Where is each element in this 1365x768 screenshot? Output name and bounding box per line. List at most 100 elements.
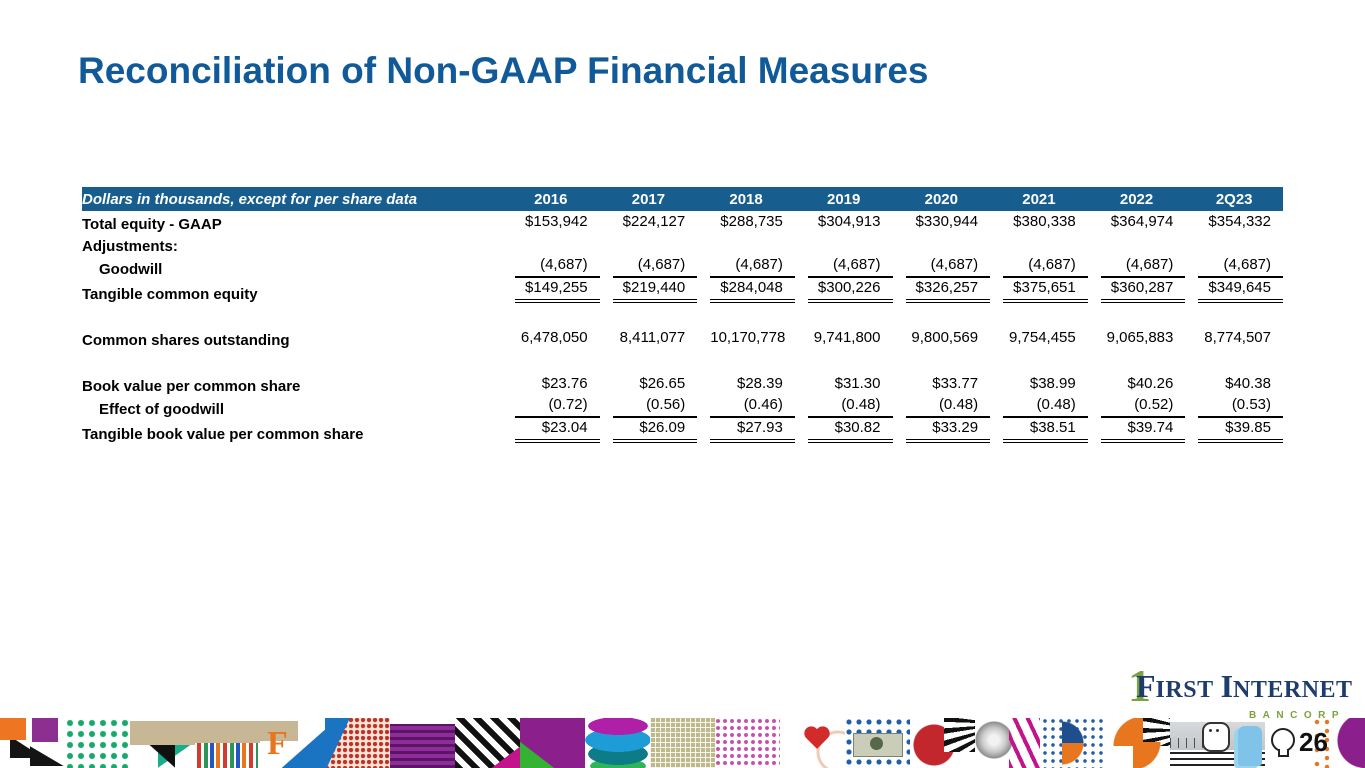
- table-cell: (0.48): [795, 395, 893, 418]
- dollar-bill-icon: [853, 733, 903, 757]
- hand-icon: [1238, 726, 1262, 766]
- table-row: Common shares outstanding 6,478,050 8,411…: [82, 327, 1283, 349]
- table-cell: $375,651: [990, 278, 1088, 303]
- table-cell: 9,741,800: [813, 329, 881, 346]
- row-label: Adjustments:: [82, 238, 178, 255]
- strip-art-triangles: [130, 718, 195, 768]
- logo-letters: NTERNET: [1233, 677, 1353, 703]
- table-row: Adjustments:: [82, 233, 1283, 255]
- table-cell: [1185, 233, 1283, 255]
- table-cell: $349,645: [1185, 278, 1283, 303]
- strip-art-grid: [650, 718, 715, 768]
- table-cell: $38.51: [990, 418, 1088, 443]
- table-body: Total equity - GAAP $153,942 $224,127 $288…: [82, 211, 1283, 443]
- table-cell: [893, 233, 991, 255]
- table-row: [82, 303, 1283, 327]
- table-cell: 8,774,507: [1204, 329, 1271, 346]
- strip-art-diagonals: [455, 718, 520, 768]
- strip-art-halftone: [325, 718, 390, 768]
- strip-art-ellipses: [585, 718, 650, 768]
- strip-art-train: [390, 718, 455, 768]
- table-cell: [1088, 233, 1186, 255]
- table-cell: 10,170,778: [710, 329, 786, 346]
- table-cell: $288,735: [720, 213, 783, 230]
- table-cell: (0.53): [1185, 395, 1283, 418]
- table-cell: 9,800,569: [911, 329, 979, 346]
- strip-art-dollar-tile: [845, 718, 910, 768]
- table-cell: 8,411,077: [619, 329, 686, 346]
- table-cell: (0.56): [600, 395, 698, 418]
- first-internet-bancorp-logo: 1FIRST INTERNET BANCORP: [1128, 660, 1352, 722]
- row-label: [82, 349, 502, 373]
- table-cell: (4,687): [893, 255, 991, 278]
- column-header-2017: 2017: [631, 190, 666, 208]
- lightbulb-icon: [1271, 728, 1295, 757]
- row-label: Effect of goodwill: [99, 401, 224, 418]
- table-cell: (4,687): [600, 255, 698, 278]
- table-cell: (0.72): [502, 395, 600, 418]
- table-cell: $149,255: [502, 278, 600, 303]
- strip-art-page-tile: 26: [1265, 718, 1365, 768]
- table-cell: (4,687): [1088, 255, 1186, 278]
- table-cell: $23.76: [541, 375, 588, 392]
- strip-art-stripes: [195, 718, 260, 768]
- strip-art-heart-tile: [780, 718, 845, 768]
- table-cell: [600, 233, 698, 255]
- table-row: Goodwill (4,687) (4,687) (4,687) (4,687) (4,…: [82, 255, 1283, 278]
- logo-letters: IRST: [1155, 677, 1214, 703]
- column-header-2q23: 2Q23: [1215, 190, 1253, 208]
- strip-art-pie-quarters: [1040, 718, 1105, 768]
- table-cell: $31.30: [834, 375, 881, 392]
- reconciliation-table: Dollars in thousands, except for per sha…: [82, 187, 1283, 443]
- table-cell: $364,974: [1110, 213, 1174, 230]
- table-cell: $326,257: [893, 278, 991, 303]
- table-cell: $39.74: [1088, 418, 1186, 443]
- page-title: Reconciliation of Non-GAAP Financial Mea…: [78, 50, 929, 91]
- table-cell: $33.29: [893, 418, 991, 443]
- table-row: [82, 349, 1283, 373]
- table-cell: (4,687): [990, 255, 1088, 278]
- table-cell: $40.26: [1127, 375, 1174, 392]
- table-cell: 9,065,883: [1106, 329, 1174, 346]
- strip-art-orange-fan: [1105, 718, 1170, 768]
- table-cell: $26.65: [639, 375, 686, 392]
- piggy-bank-icon: [1202, 722, 1230, 752]
- column-header-2022: 2022: [1119, 190, 1154, 208]
- table-cell: (4,687): [1185, 255, 1283, 278]
- table-cell: $153,942: [525, 213, 588, 230]
- table-row: Tangible book value per common share $23…: [82, 418, 1283, 443]
- row-label: Goodwill: [99, 261, 163, 278]
- logo-letter: F: [1136, 668, 1156, 704]
- strip-art-green-dots: [65, 718, 130, 768]
- table-cell: $38.99: [1029, 375, 1076, 392]
- table-cell: $30.82: [795, 418, 893, 443]
- strip-art-red-circle: [910, 718, 975, 768]
- column-header-2020: 2020: [924, 190, 958, 208]
- table-cell: $219,440: [600, 278, 698, 303]
- row-label: Tangible book value per common share: [82, 426, 364, 443]
- table-cell: (0.52): [1088, 395, 1186, 418]
- logo-subtitle: BANCORP: [1248, 710, 1345, 721]
- row-label: Tangible common equity: [82, 286, 258, 303]
- decorative-strip: F 26: [0, 718, 1365, 768]
- table-cell: $380,338: [1013, 213, 1076, 230]
- table-row: Total equity - GAAP $153,942 $224,127 $288…: [82, 211, 1283, 233]
- logo-numeral-one: 1: [1128, 660, 1151, 711]
- table-row: Book value per common share $23.76 $26.65…: [82, 373, 1283, 395]
- table-cell: $304,913: [817, 213, 881, 230]
- table-cell: $354,332: [1208, 213, 1271, 230]
- table-cell: [502, 233, 600, 255]
- table-cell: $300,226: [795, 278, 893, 303]
- column-header-2016: 2016: [534, 190, 568, 208]
- strip-letter-f: F: [267, 725, 288, 762]
- table-cell: (0.48): [990, 395, 1088, 418]
- strip-art-pink-dots: [715, 718, 780, 768]
- strip-art-arrows: [0, 718, 65, 768]
- row-label: Book value per common share: [82, 378, 301, 395]
- heart-icon: [807, 729, 827, 749]
- page-number: 26: [1299, 727, 1328, 757]
- table-cell: $28.39: [736, 375, 783, 392]
- table-cell: 6,478,050: [520, 329, 588, 346]
- table-cell: (4,687): [697, 255, 795, 278]
- table-cell: $23.04: [502, 418, 600, 443]
